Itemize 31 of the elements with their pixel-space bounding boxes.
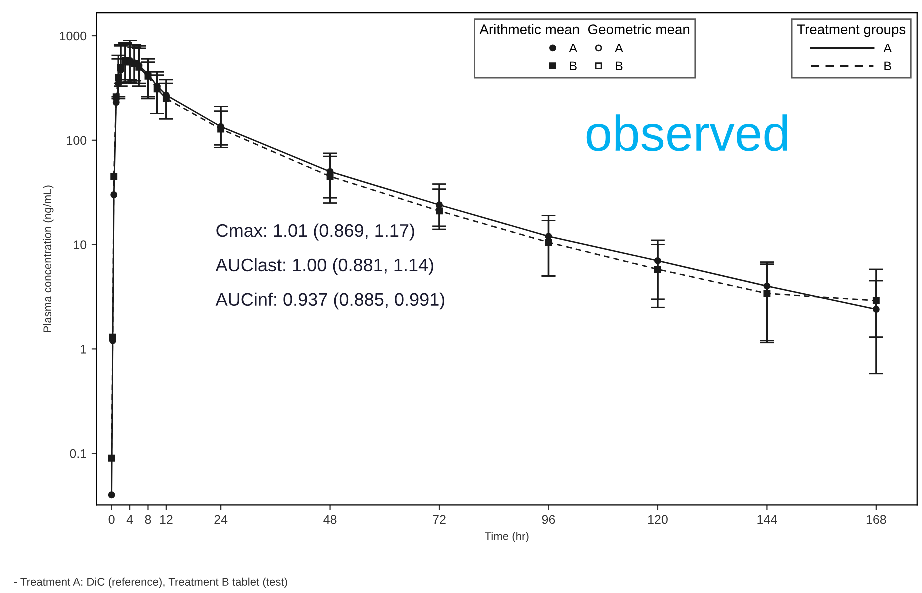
x-tick-label: 4 [126,515,134,524]
x-tick-label: 0 [108,515,115,524]
x-tick-label: 144 [758,515,778,524]
y-tick-label: 1 [81,345,86,354]
y-tick-label: 0.1 [70,449,86,458]
annotation: AUClast: 1.00 (0.881, 1.14) [216,258,434,276]
y-tick-label: 100 [67,136,87,146]
text: Arithmetic mean Geometric mean [480,24,690,34]
y-axis-title: Plasma concentration (ng/mL) [43,186,54,332]
x-tick-label: 120 [648,515,668,524]
x-tick-label: 24 [214,515,228,524]
text: - Treatment A: DiC (reference), Treatment B tablet (test) [14,578,288,588]
x-tick-label: 8 [145,515,152,524]
annotation: Cmax: 1.01 (0.869, 1.17) [216,224,414,241]
annotation: AUCinf: 0.937 (0.885, 0.991) [216,292,445,310]
text: A [615,44,624,53]
text: B [884,62,892,70]
x-tick-label: 48 [324,515,337,524]
x-axis-title: Time (hr) [485,532,529,543]
text: A [884,44,892,53]
legend-title: Treatment groups [797,24,906,38]
y-tick-label: 10 [74,240,87,250]
y-tick-label: 1000 [60,32,87,41]
annotation: observed [586,114,788,152]
x-tick-label: 12 [160,515,173,524]
legend-label: B [570,62,577,70]
x-tick-label: 168 [866,515,886,524]
text: B [616,62,623,70]
legend-label: A [569,44,578,53]
x-tick-label: 96 [542,515,556,524]
x-tick-label: 72 [433,515,446,524]
